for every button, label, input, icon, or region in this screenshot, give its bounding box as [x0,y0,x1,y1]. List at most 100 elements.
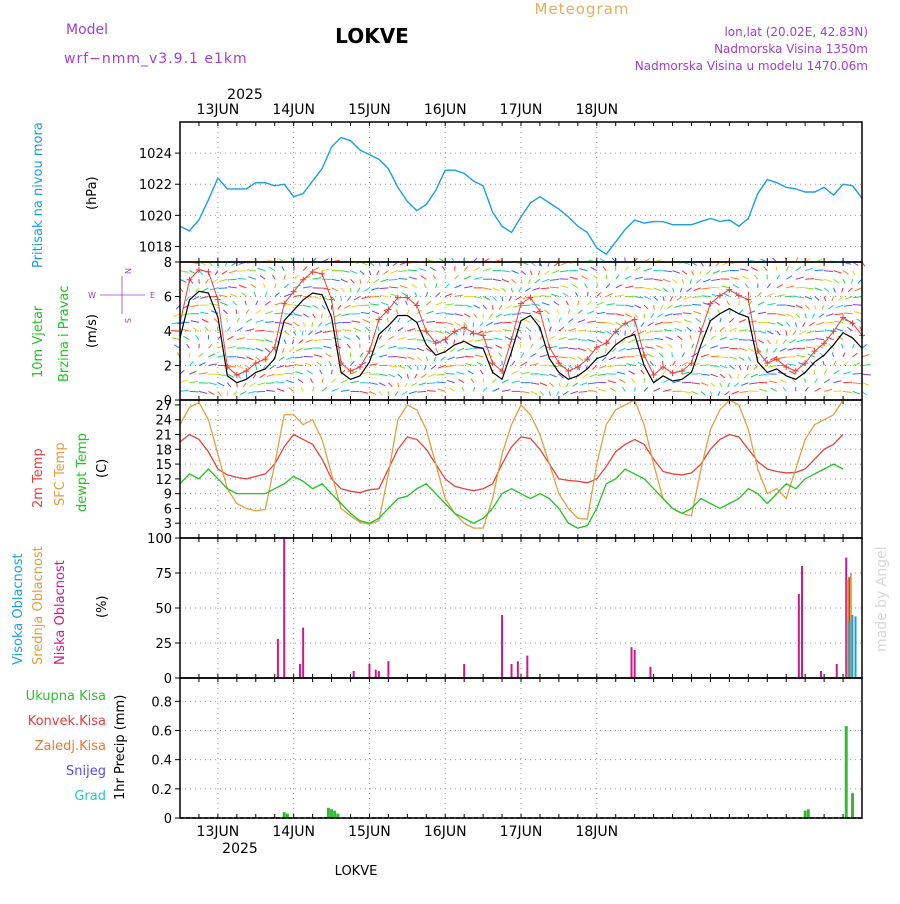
wind-arrow [777,331,781,335]
wind-arrow [814,370,815,374]
wind-arrow [468,371,474,374]
wind-arrow [219,279,227,281]
wind-arrow [694,288,701,291]
y-tick-label: 18 [155,443,172,458]
wind-arrow [530,271,532,275]
wind-arrow [301,387,303,391]
wind-arrow [256,301,258,305]
wind-arrow [347,344,350,348]
wind-arrow [796,314,800,318]
wind-arrow [683,313,692,314]
wind-arrow [853,383,862,384]
wind-arrow [361,312,370,313]
wind-arrow [411,383,416,387]
wind-arrow [436,348,438,352]
wind-arrow [298,379,303,383]
wind-arrow [578,320,585,323]
temp-line-sfc [180,400,843,528]
wind-arrow [199,391,207,393]
wind-arrow [448,357,455,360]
wind-arrow [269,366,274,370]
wind-arrow [455,295,464,296]
wind-arrow [474,314,477,318]
wind-arrow [356,336,360,340]
wind-arrow [323,331,331,333]
wind-arrow [644,288,653,289]
wind-dir-e: E [150,291,155,300]
wind-arrow [568,366,573,370]
cloud-bar-low [283,538,285,678]
pressure-line [180,138,862,255]
wind-arrow [559,383,560,387]
wind-arrow [834,322,843,323]
wind-arrow [199,373,208,374]
wind-arrow [657,314,663,317]
wind-arrow [767,303,775,305]
y-tick-label: 6 [164,291,172,306]
wind-arrow [357,288,360,292]
wind-arrow [323,346,331,348]
wind-arrow [502,380,508,383]
wind-arrow [303,314,309,317]
wind-arrow [269,267,274,271]
wind-arrow [251,284,256,288]
y-tick-label: 24 [155,414,172,429]
y-tick-label: 2 [164,360,172,375]
cloud-bar-low [375,670,377,678]
wind-arrow [625,276,631,279]
wind-arrow [212,279,218,282]
wind-arrow [191,305,199,307]
wind-arrow [853,353,858,357]
wind-arrow [446,366,455,367]
wind-gust-marker [509,336,515,342]
wind-arrow [433,275,436,279]
wind-arrow [690,279,692,283]
wind-arrow [456,357,465,358]
wind-arrow [692,374,701,375]
wind-arrow [659,353,663,357]
wind-arrow [180,380,187,383]
wind-arrow [606,293,613,296]
wind-arrow [383,271,388,275]
wind-arrow [526,327,530,331]
y-tick-label: 4 [164,325,172,340]
wind-arrow [407,309,409,313]
wind-arrow [502,390,510,392]
wind-arrow [682,362,688,365]
wind-arrow [815,297,820,301]
cloud-bar-low [387,661,389,678]
wind-arrow [606,284,610,288]
wind-arrow [285,366,294,367]
wind-arrow [265,348,270,352]
wind-arrow [459,379,465,383]
meteogram-title: Meteogram [535,0,630,18]
wind-arrow [532,288,540,290]
wind-arrow [797,355,806,356]
wind-arrow [258,268,266,270]
wind-arrow [568,374,570,378]
wind-arrow [786,266,789,270]
wind-arrow [396,309,397,313]
wind-arrow [525,288,530,292]
y-tick-label: 1020 [139,209,172,224]
wind-arrow [406,301,408,305]
wind-arrow [815,305,816,309]
y-tick-label: 0.6 [151,725,172,740]
wind-arrow [325,322,332,325]
wind-arrow [313,268,320,271]
wind-arrow [780,380,786,383]
y-tick-label: 1022 [139,178,172,193]
wind-arrow [263,283,265,287]
wind-arrow [415,374,417,378]
wind-arrow [548,318,550,322]
wind-arrow [824,389,832,391]
wind-arrow [597,292,601,296]
wind-arrow [557,309,559,313]
cloud-bar-high [855,616,857,678]
cloud-bar-low [836,664,838,678]
wind-arrow [354,297,360,300]
wind-arrow [834,381,842,383]
wind-arrow [302,331,303,335]
bottom-day-label: 14JUN [272,824,315,840]
wind-arrow [563,391,568,395]
